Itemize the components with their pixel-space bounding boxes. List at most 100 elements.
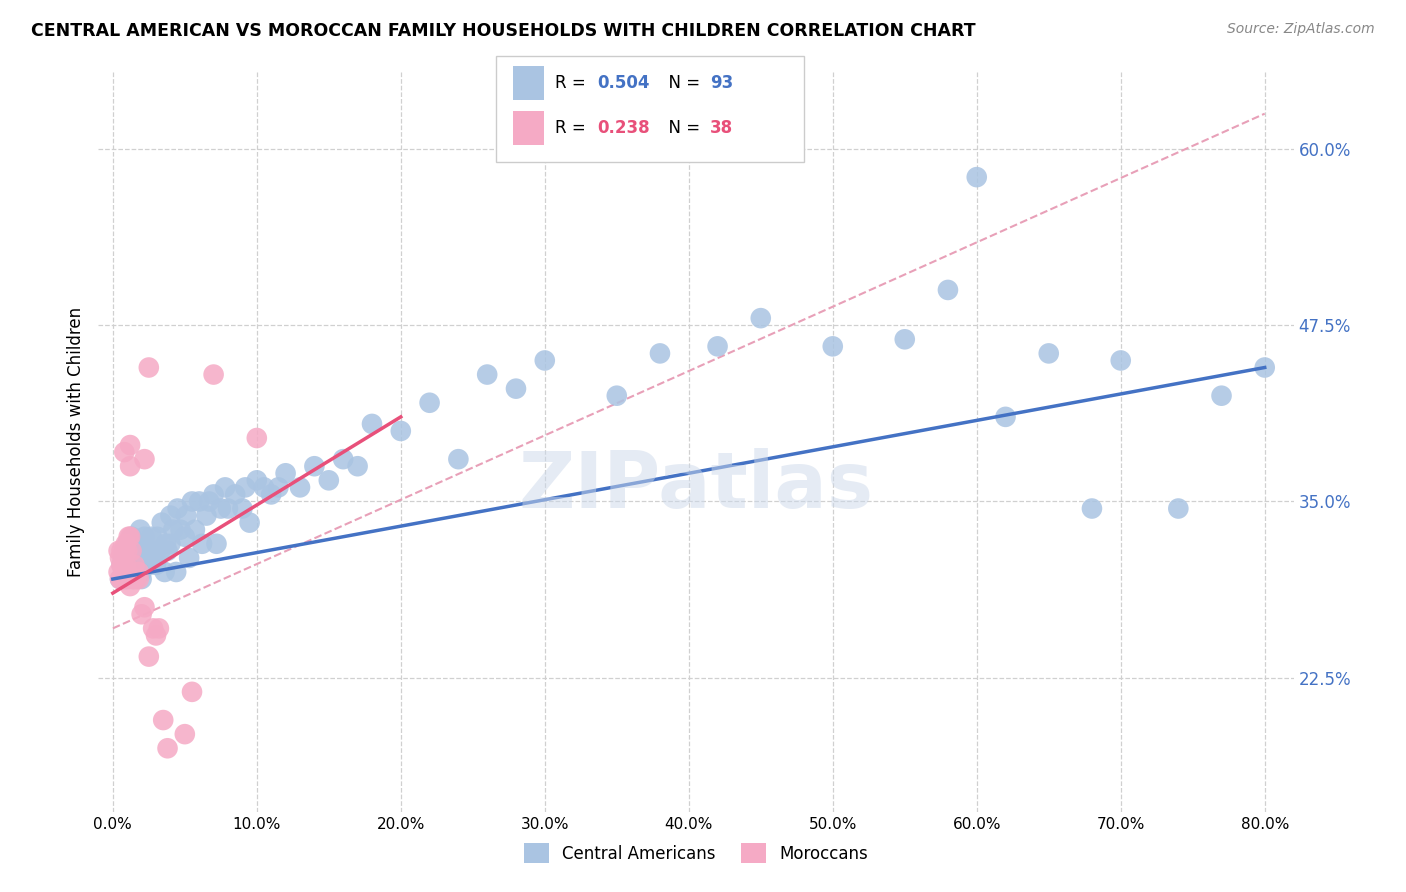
Point [120,438,142,452]
Point [288,480,311,494]
Point [134,550,156,565]
Point [110,558,132,572]
Point [202,368,225,382]
Text: R =: R = [555,119,592,136]
Point [121,544,143,558]
Point [118,530,141,544]
Point [173,530,195,544]
Point [1167,501,1189,516]
Point [134,600,156,615]
Point [966,170,988,185]
Point [224,487,246,501]
Point [112,565,135,579]
Point [173,727,195,741]
Point [209,501,232,516]
Point [749,311,772,326]
Point [110,558,132,572]
Point [120,565,142,579]
Point [159,508,181,523]
Point [202,487,225,501]
Text: 93: 93 [710,74,734,92]
Point [128,565,150,579]
Point [821,339,844,353]
Point [159,537,181,551]
Point [994,409,1017,424]
Point [139,544,162,558]
Point [120,579,142,593]
Point [246,473,269,487]
Point [239,516,262,530]
Point [648,346,671,360]
Point [893,332,915,346]
Point [122,572,145,586]
Point [231,501,253,516]
Point [155,537,177,551]
Point [110,572,132,586]
Point [153,565,176,579]
Point [124,537,146,551]
Point [318,473,340,487]
Point [195,508,218,523]
Point [146,530,169,544]
Point [138,649,160,664]
Text: 0.238: 0.238 [598,119,650,136]
Point [162,523,184,537]
Point [419,396,441,410]
Point [121,544,143,558]
Point [174,508,197,523]
Point [115,565,138,579]
Point [128,544,150,558]
Point [107,565,129,579]
Point [131,572,153,586]
Point [134,452,156,467]
Text: 38: 38 [710,119,733,136]
Point [184,523,207,537]
Point [122,572,145,586]
Point [142,621,165,635]
Point [145,558,167,572]
Point [304,459,326,474]
Point [124,550,146,565]
Y-axis label: Family Households with Children: Family Households with Children [66,307,84,576]
Point [128,572,150,586]
Point [214,480,236,494]
Point [181,685,204,699]
Point [447,452,470,467]
Point [115,544,138,558]
Point [145,628,167,642]
Point [165,565,187,579]
Point [361,417,384,431]
Point [120,530,142,544]
Point [112,544,135,558]
Point [246,431,269,445]
Point [115,550,138,565]
Point [131,607,153,622]
Point [125,565,148,579]
Text: N =: N = [658,74,706,92]
Point [135,550,157,565]
Point [110,544,132,558]
Point [606,389,628,403]
Point [111,572,134,586]
Point [936,283,959,297]
Point [233,480,256,494]
Point [148,621,170,635]
Point [198,494,221,508]
Point [181,494,204,508]
Point [131,537,153,551]
Point [112,544,135,558]
Point [112,445,135,459]
Point [152,713,174,727]
Point [1109,353,1132,368]
Point [156,544,179,558]
Point [389,424,412,438]
Legend: Central Americans, Moroccans: Central Americans, Moroccans [517,837,875,870]
Point [1081,501,1104,516]
Text: CENTRAL AMERICAN VS MOROCCAN FAMILY HOUSEHOLDS WITH CHILDREN CORRELATION CHART: CENTRAL AMERICAN VS MOROCCAN FAMILY HOUS… [31,22,976,40]
Point [169,523,191,537]
Point [114,558,136,572]
Point [166,501,188,516]
Point [108,572,131,586]
Point [134,530,156,544]
Point [112,565,135,579]
